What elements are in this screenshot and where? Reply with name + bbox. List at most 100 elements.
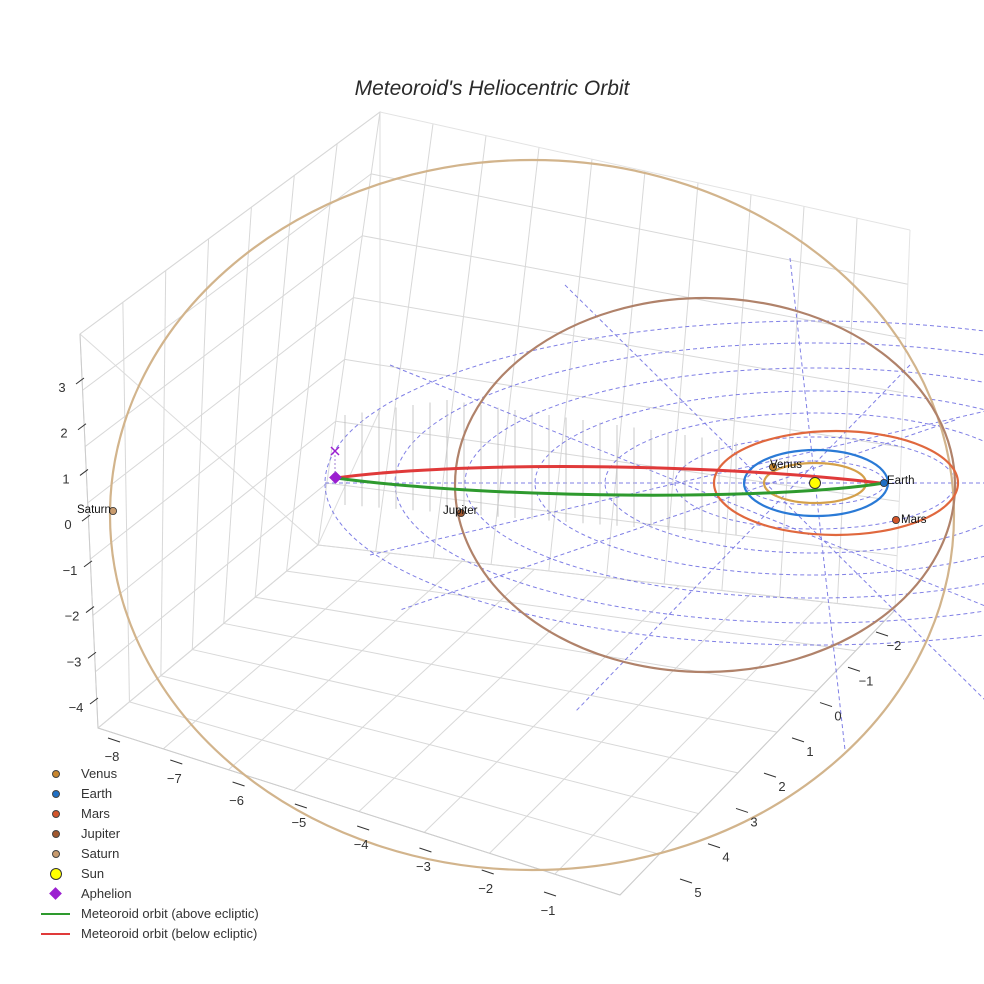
legend-dot-icon [52, 810, 60, 818]
x-tick-mark [107, 737, 121, 743]
x-tick-label: −8 [105, 749, 120, 764]
legend: Venus Earth Mars Jupiter Saturn Sun Aphelion Me… [38, 764, 338, 944]
legend-dot-icon [52, 850, 60, 858]
x-tick-mark [170, 759, 183, 765]
planet-orbits [108, 158, 960, 872]
meteoroid-orbit-below [335, 465, 881, 485]
saturn-orbit [108, 158, 956, 872]
floor-grid-line [554, 601, 824, 875]
ecliptic-reference-grid [324, 257, 984, 751]
z-tick-mark [77, 423, 87, 431]
y-tick-label: 1 [806, 744, 813, 759]
y-tick-label: 3 [750, 814, 757, 829]
wall-grid-line [353, 297, 904, 394]
legend-item-sun[interactable]: Sun [38, 864, 338, 884]
z-tick-label: 3 [58, 380, 65, 395]
mars-orbit [712, 429, 960, 537]
wall-grid-line [84, 235, 363, 447]
z-tick-mark [87, 651, 97, 659]
legend-dot-icon [52, 790, 60, 798]
wall-grid-line [375, 123, 434, 552]
x-tick-mark [294, 803, 308, 809]
y-tick-mark [791, 737, 805, 743]
legend-label: Venus [81, 766, 118, 781]
earth-marker [880, 478, 889, 487]
legend-line-icon [41, 933, 70, 935]
y-tick-label: −1 [859, 673, 874, 688]
z-tick-label: 0 [64, 517, 71, 532]
legend-dot-icon [52, 770, 60, 778]
z-tick-label: −2 [65, 609, 80, 624]
ecliptic-grid-ring [534, 390, 984, 576]
earth-label: Earth [887, 475, 915, 487]
legend-item-aphelion[interactable]: Aphelion [38, 884, 338, 904]
mars-label: Mars [901, 514, 927, 526]
aphelion-marker [329, 471, 342, 484]
wall-grid-line [122, 302, 130, 702]
venus-label: Venus [770, 459, 802, 471]
y-tick-mark [819, 702, 833, 708]
legend-label: Meteoroid orbit (above ecliptic) [81, 906, 259, 921]
wall-grid-line [79, 111, 381, 335]
y-tick-label: 4 [722, 850, 729, 865]
x-tick-mark [232, 781, 245, 787]
wall-grid-line [362, 235, 906, 340]
wall-grid-line [223, 207, 252, 624]
legend-line-icon [41, 913, 70, 915]
x-tick-mark [419, 847, 432, 853]
ecliptic-grid-ring [604, 412, 984, 554]
y-tick-mark [875, 631, 889, 637]
saturn-label: Saturn [77, 504, 111, 516]
y-tick-label: 2 [778, 779, 785, 794]
saturn-marker [109, 506, 118, 515]
ecliptic-grid-spoke [389, 364, 984, 607]
axis-walls [79, 111, 911, 896]
meteoroid-orbit [335, 465, 885, 497]
ecliptic-grid-spoke [574, 364, 911, 713]
wall-grid-line [432, 135, 487, 559]
legend-item-meteoroid-orbit-below-ecliptic[interactable]: Meteoroid orbit (below ecliptic) [38, 924, 338, 944]
meteoroid-orbit-above [335, 476, 885, 497]
y-axis-ticks: −2 −1 0 1 2 3 4 5 [679, 631, 901, 900]
y-tick-label: 0 [834, 709, 841, 724]
legend-item-saturn[interactable]: Saturn [38, 844, 338, 864]
chart-title: Meteoroid's Heliocentric Orbit [355, 77, 631, 100]
wall-grid-line [490, 147, 540, 565]
wall-grid-line [92, 420, 337, 616]
legend-item-earth[interactable]: Earth [38, 784, 338, 804]
y-tick-label: 5 [694, 885, 701, 900]
x-tick-label: −6 [229, 793, 244, 808]
z-tick-label: 2 [60, 426, 67, 441]
ecliptic-grid-ring [394, 342, 984, 624]
legend-item-meteoroid-orbit-above-ecliptic[interactable]: Meteoroid orbit (above ecliptic) [38, 904, 338, 924]
wall-grid-line [254, 175, 295, 598]
legend-item-mars[interactable]: Mars [38, 804, 338, 824]
mars-marker [892, 516, 901, 525]
z-tick-mark [81, 514, 91, 522]
floor-grid-line [358, 577, 607, 812]
legend-label: Jupiter [81, 826, 121, 841]
y-tick-mark [763, 772, 777, 778]
orbit-drop-lines [344, 400, 737, 535]
legend-label: Meteoroid orbit (below ecliptic) [81, 926, 258, 941]
ecliptic-grid-ring [324, 320, 984, 646]
floor-grid-line [162, 552, 391, 750]
legend-item-venus[interactable]: Venus [38, 764, 338, 784]
x-tick-mark [356, 825, 370, 831]
z-tick-mark [85, 606, 95, 613]
legend-label: Aphelion [81, 886, 132, 901]
z-tick-label: −1 [63, 563, 78, 578]
planet-markers: Venus Earth Mars Jupiter Saturn [77, 446, 927, 526]
wall-grid-line [326, 482, 898, 557]
jupiter-marker [456, 508, 465, 517]
x-tick-mark [481, 869, 494, 875]
y-tick-mark [707, 843, 721, 849]
wall-grid-line [87, 297, 354, 504]
earth-orbit [742, 448, 890, 518]
legend-item-jupiter[interactable]: Jupiter [38, 824, 338, 844]
wall-grid-line [371, 173, 908, 285]
z-tick-mark [79, 469, 89, 476]
legend-label: Earth [81, 786, 113, 801]
x-tick-label: −7 [167, 771, 182, 786]
